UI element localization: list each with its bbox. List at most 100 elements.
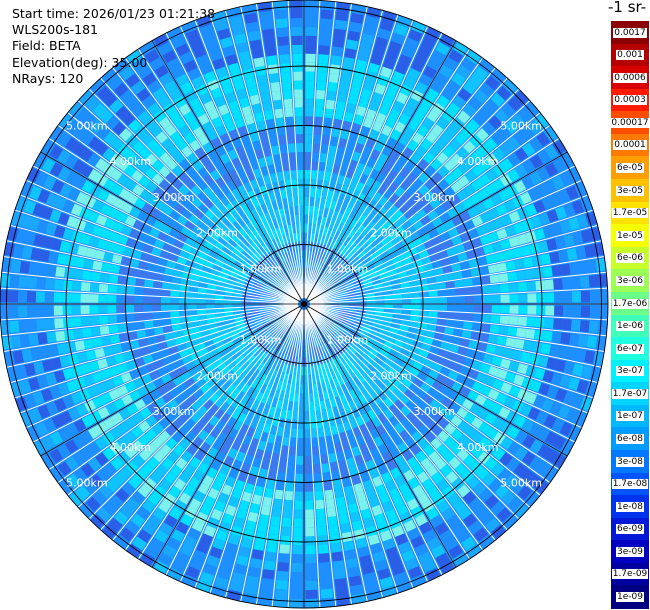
ray-bin [291,571,303,582]
ray-bin [569,262,580,275]
ray-bin [268,406,276,417]
ray-bin [276,331,283,341]
ray-bin [415,209,427,220]
ray-bin [304,429,311,439]
ray-bin [343,350,352,360]
ray-separator [0,303,299,321]
ray-bin [447,370,459,381]
ray-bin [67,407,81,421]
ray-bin [214,95,226,108]
ray-bin [338,354,346,364]
ray-bin [238,370,248,381]
ray-bin [317,170,325,181]
ray-bin [323,245,330,255]
ray-bin [346,315,356,321]
ray-bin [584,350,596,364]
ray-bin [228,534,241,546]
ray-bin [332,37,345,48]
ray-bin [342,477,352,488]
ray-bin [344,111,354,123]
ray-bin [244,262,254,270]
ray-bin [514,446,529,461]
ray-bin [398,462,411,474]
ray-bin [521,142,536,157]
ray-bin [541,196,554,210]
ray-bin [346,140,356,151]
ray-bin [255,279,265,286]
ray-bin [261,459,270,470]
ray-bin [273,99,283,110]
ray-bin [96,507,112,523]
ray-bin [400,405,411,417]
ray-bin [345,264,355,273]
ray-bin [317,286,325,293]
ray-bin [169,464,183,477]
ray-bin [275,370,282,381]
ray-bin [312,383,318,393]
ray-bin [231,24,245,36]
ray-bin [424,376,436,387]
ray-bin [66,215,79,228]
ray-bin [500,436,514,450]
ray-bin [246,259,256,267]
ray-bin [281,517,292,528]
ray-bin [62,292,72,303]
ray-bin [410,535,425,549]
ray-bin [183,266,194,274]
ray-bin [250,418,259,429]
ray-bin [337,505,348,516]
ray-bin [559,219,572,233]
ray-bin [337,222,345,233]
ray-bin [180,226,192,237]
ray-bin [267,325,277,332]
ray-bin [317,535,328,545]
ray-bin [218,521,231,534]
ray-bin [382,538,396,551]
ray-bin [326,370,333,381]
ray-bin [430,514,444,528]
ray-bin [311,161,319,171]
ray-bin [275,480,285,491]
ray-bin [272,316,281,322]
ray-bin [103,251,114,262]
ray-bin [269,311,279,315]
ray-bin [54,398,67,412]
ray-bin [291,563,303,573]
ray-bin [225,319,235,325]
ray-bin [293,365,298,376]
ray-bin [529,215,542,228]
ray-bin [210,269,221,276]
ray-bin [165,172,177,184]
ray-bin [159,152,172,165]
ray-bin [572,363,584,377]
ray-bin [350,584,364,596]
ray-bin [377,366,387,376]
ray-bin [289,598,303,608]
ray-bin [367,188,377,199]
ray-bin [221,232,231,242]
ray-bin [343,236,351,246]
ray-bin [199,367,210,377]
ray-bin [287,401,294,411]
ray-bin [274,407,282,418]
ray-bin [360,508,372,520]
scan-info: Start time: 2026/01/23 01:21:38 WLS200s-… [12,6,215,87]
ray-bin [479,385,492,397]
ray-bin [435,41,450,56]
ray-bin [424,191,436,202]
ray-bin [225,475,236,488]
ray-bin [484,412,497,425]
ray-bin [349,511,361,523]
ray-bin [37,189,51,204]
ray-bin [190,326,201,334]
ray-bin [444,537,459,551]
colorbar-segment: 0.00017 [610,111,650,135]
ray-bin [478,158,492,172]
ray-bin [120,225,133,236]
ray-bin [203,399,214,410]
ray-bin [496,507,512,523]
elevation-text: Elevation(deg): 35.00 [12,54,148,70]
ray-bin [357,134,368,146]
ray-bin [125,520,140,535]
ray-bin [279,54,290,64]
